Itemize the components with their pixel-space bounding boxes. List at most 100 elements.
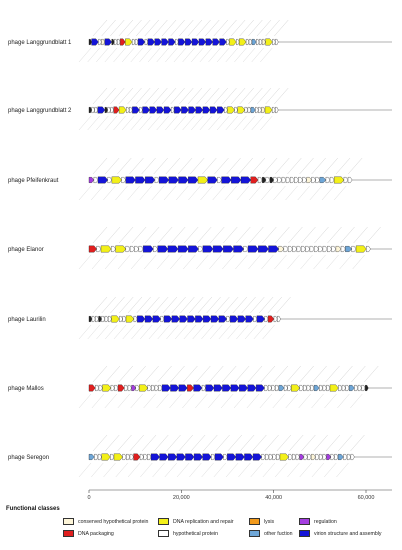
- gene-arrow: [268, 454, 273, 460]
- annotation-label-line: [230, 87, 246, 105]
- gene-arrow: [143, 454, 148, 460]
- annotation-label-line: [201, 324, 214, 340]
- gene-arrow: [154, 385, 159, 391]
- gene-arrow: [188, 176, 199, 184]
- annotation-label-line: [301, 434, 316, 452]
- annotation-label-line: [287, 254, 300, 270]
- gene-arrow: [302, 177, 307, 183]
- gene-arrow: [268, 245, 279, 253]
- gene-arrow: [291, 384, 300, 392]
- annotation-label-line: [87, 115, 100, 131]
- legend-label: lysis: [264, 518, 275, 525]
- annotation-label-line: [122, 324, 135, 340]
- gene-arrow: [330, 454, 335, 460]
- gene-arrow: [331, 246, 337, 252]
- annotation-label-line: [252, 434, 267, 452]
- gene-arrow: [227, 453, 237, 461]
- genome-track: phage Langgrundblatt 1: [8, 19, 392, 63]
- gene-arrow: [159, 453, 169, 461]
- legend-swatch: [158, 530, 169, 537]
- annotation-label-line: [338, 434, 353, 452]
- gene-arrow: [337, 454, 344, 460]
- annotation-label-line: [224, 185, 237, 201]
- gene-arrow: [306, 385, 311, 391]
- annotation-label-line: [189, 462, 202, 478]
- axis-tick-label: 60,000: [358, 495, 375, 501]
- genome-track: phage Elanor: [8, 226, 392, 270]
- gene-arrow: [117, 39, 121, 45]
- genome-track: phage Laurilin: [8, 296, 392, 340]
- gene-arrow: [244, 107, 249, 113]
- legend-swatch: [63, 518, 74, 525]
- annotation-label-line: [323, 157, 338, 175]
- annotation-label-line: [260, 365, 276, 383]
- gene-arrow: [299, 454, 305, 460]
- gene-arrow: [124, 385, 129, 391]
- gene-arrow: [134, 39, 139, 45]
- gene-arrow: [205, 38, 213, 46]
- gene-arrow: [283, 246, 289, 252]
- gene-arrow: [279, 453, 289, 461]
- gene-arrow: [345, 246, 352, 252]
- annotation-label-line: [273, 365, 289, 383]
- gene-arrow: [119, 316, 123, 322]
- annotation-label-line: [118, 19, 134, 37]
- gene-arrow: [187, 315, 196, 323]
- gene-arrow: [137, 315, 146, 323]
- annotation-label-line: [117, 254, 131, 270]
- gene-arrow: [340, 246, 346, 252]
- gene-arrow: [338, 385, 343, 391]
- annotation-label-line: [350, 434, 365, 452]
- gene-arrow: [322, 454, 327, 460]
- annotation-label-line: [223, 226, 238, 244]
- axis-tick-label: 0: [87, 495, 90, 501]
- gene-arrow: [277, 316, 281, 322]
- legend-item-dna-replication: DNA replication and repair: [158, 518, 234, 525]
- gene-arrow: [264, 316, 269, 322]
- annotation-label-line: [264, 434, 279, 452]
- gene-arrow: [179, 315, 188, 323]
- annotation-label-line: [326, 254, 339, 270]
- annotation-label-line: [145, 296, 160, 314]
- annotation-label-line: [321, 185, 335, 201]
- annotation-label-line: [144, 19, 159, 37]
- gene-arrow: [178, 38, 186, 46]
- gene-arrow: [195, 106, 204, 114]
- annotation-label-line: [314, 226, 329, 244]
- annotation-label-line: [96, 115, 109, 131]
- annotation-label-line: [104, 115, 118, 131]
- gene-arrow: [292, 454, 297, 460]
- annotation-label-line: [311, 393, 324, 409]
- gene-arrow: [357, 385, 362, 391]
- annotation-label-line: [241, 296, 256, 314]
- gene-arrow: [129, 107, 133, 113]
- phage-name: phage Langgrundblatt 1: [8, 40, 72, 46]
- gene-arrow: [104, 316, 109, 322]
- annotation-label-line: [78, 47, 92, 63]
- annotation-label-line: [298, 393, 311, 409]
- gene-arrow: [322, 246, 328, 252]
- gene-arrow: [154, 177, 160, 183]
- annotation-label-line: [127, 462, 141, 478]
- annotation-label-line: [96, 47, 109, 63]
- gene-arrow: [322, 385, 327, 391]
- genome-tracks: phage Langgrundblatt 1 phage Langgrundbla…: [8, 19, 392, 478]
- gene-arrow: [326, 385, 331, 391]
- gene-arrow: [93, 177, 99, 183]
- annotation-label-line: [103, 185, 116, 201]
- annotation-label-line: [234, 115, 247, 131]
- annotation-label-line: [136, 296, 151, 314]
- annotation-label-line: [236, 226, 251, 244]
- annotation-label-line: [265, 19, 280, 37]
- gene-arrow: [118, 106, 127, 114]
- annotation-label-line: [101, 87, 116, 105]
- annotation-label-line: [222, 87, 237, 105]
- annotation-label-line: [182, 115, 195, 131]
- gene-arrow: [345, 385, 350, 391]
- gene-arrow: [267, 315, 275, 323]
- gene-arrow: [239, 384, 248, 392]
- annotation-label-line: [166, 324, 179, 340]
- annotation-label-line: [265, 87, 280, 105]
- gene-arrow: [335, 246, 342, 252]
- gene-arrow: [346, 454, 352, 460]
